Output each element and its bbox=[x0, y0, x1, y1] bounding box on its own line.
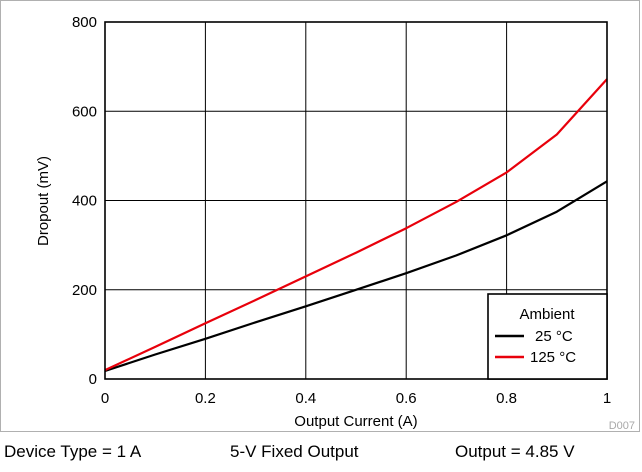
tick-labels: 0 0.2 0.4 0.6 0.8 1 0 200 400 600 800 bbox=[72, 14, 611, 407]
legend-label-125c: 125 °C bbox=[530, 349, 576, 366]
figure-code: D007 bbox=[609, 420, 635, 432]
x-tick-label: 0.2 bbox=[195, 390, 216, 407]
x-tick-label: 1 bbox=[603, 390, 611, 407]
y-axis-label: Dropout (mV) bbox=[35, 156, 52, 246]
x-axis-label: Output Current (A) bbox=[294, 413, 417, 430]
caption-output: Output = 4.85 V bbox=[455, 442, 575, 461]
caption-device-type: Device Type = 1 A bbox=[4, 442, 142, 461]
dropout-chart: 0 0.2 0.4 0.6 0.8 1 0 200 400 600 800 Output Curre… bbox=[35, 14, 635, 432]
chart-figure: 0 0.2 0.4 0.6 0.8 1 0 200 400 600 800 Output Curre… bbox=[0, 0, 640, 432]
x-tick-label: 0.4 bbox=[295, 390, 316, 407]
y-tick-label: 600 bbox=[72, 103, 97, 120]
y-tick-label: 200 bbox=[72, 282, 97, 299]
series-line-25c bbox=[104, 180, 608, 373]
series-lines bbox=[104, 78, 608, 373]
caption-bar: Device Type = 1 A 5-V Fixed Output Outpu… bbox=[0, 440, 642, 468]
y-tick-label: 0 bbox=[89, 371, 97, 388]
caption-fixed-output: 5-V Fixed Output bbox=[230, 442, 359, 461]
x-tick-label: 0.6 bbox=[396, 390, 417, 407]
y-tick-label: 400 bbox=[72, 193, 97, 210]
plot-frame bbox=[104, 21, 608, 380]
y-tick-label: 800 bbox=[72, 14, 97, 31]
series-line-125c bbox=[104, 78, 608, 372]
legend-label-25c: 25 °C bbox=[535, 328, 573, 345]
x-tick-label: 0.8 bbox=[496, 390, 517, 407]
legend-title: Ambient bbox=[519, 306, 575, 323]
x-tick-label: 0 bbox=[101, 390, 109, 407]
legend: Ambient 25 °C 125 °C bbox=[487, 293, 608, 380]
